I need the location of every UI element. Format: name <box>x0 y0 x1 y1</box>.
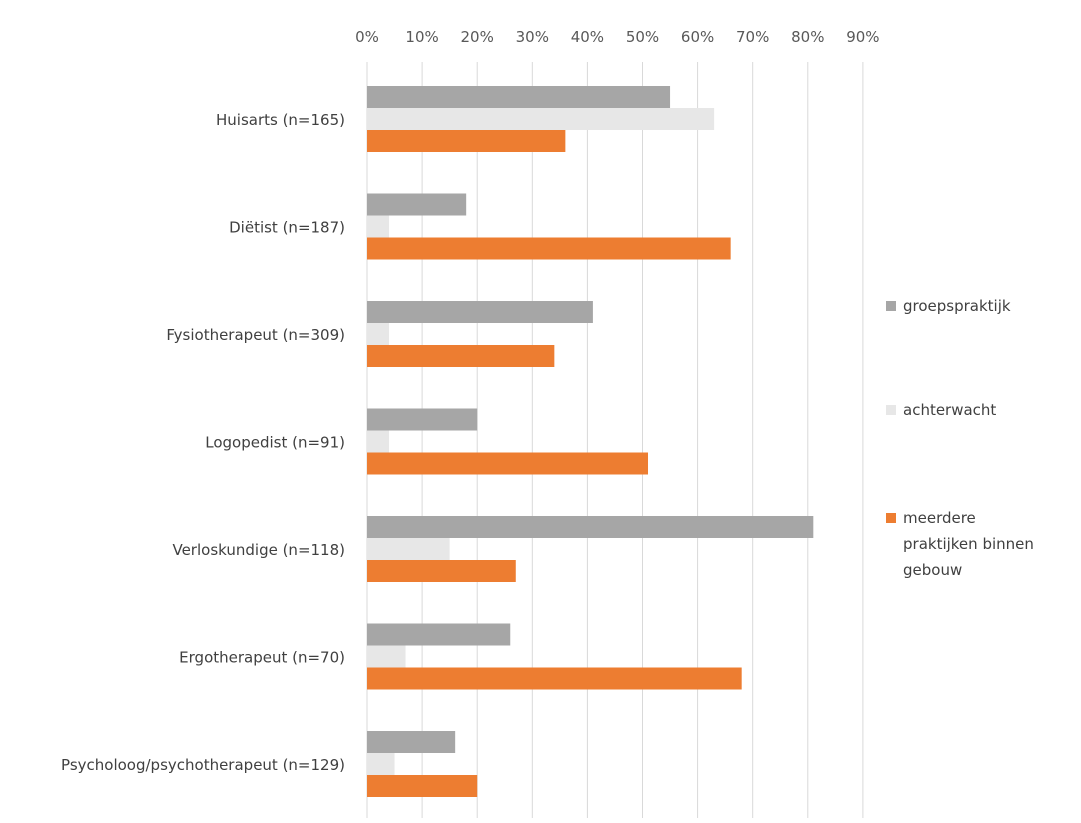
category-label: Verloskundige (n=118) <box>172 541 345 559</box>
x-tick-label: 30% <box>516 28 549 46</box>
bar-groepspraktijk <box>367 301 593 323</box>
bars <box>367 86 814 797</box>
bar-achterwacht <box>367 753 395 775</box>
bar-groepspraktijk <box>367 86 671 108</box>
category-label: Ergotherapeut (n=70) <box>179 649 345 667</box>
bar-meerdere-praktijken-binnen-gebouw <box>367 667 742 690</box>
bar-meerdere-praktijken-binnen-gebouw <box>367 345 555 367</box>
bar-groepspraktijk <box>367 623 511 646</box>
legend-swatch <box>886 301 896 311</box>
bar-achterwacht <box>367 215 390 238</box>
bar-groepspraktijk <box>367 193 467 216</box>
bar-achterwacht <box>367 323 390 345</box>
bar-groepspraktijk <box>367 516 814 538</box>
legend: groepspraktijk achterwacht meerdere praktij… <box>886 297 1034 579</box>
legend-label: groepspraktijk <box>903 297 1011 315</box>
category-label: Fysiotherapeut (n=309) <box>166 326 345 344</box>
bar-achterwacht <box>367 645 406 668</box>
x-tick-label: 20% <box>461 28 494 46</box>
bar-meerdere-praktijken-binnen-gebouw <box>367 560 516 582</box>
x-tick-label: 80% <box>791 28 824 46</box>
bar-meerdere-praktijken-binnen-gebouw <box>367 775 478 797</box>
legend-swatch <box>886 513 896 523</box>
bar-achterwacht <box>367 538 450 560</box>
category-label: Diëtist (n=187) <box>229 219 345 237</box>
gridlines <box>366 62 864 818</box>
category-label: Huisarts (n=165) <box>216 111 345 129</box>
bar-achterwacht <box>367 108 715 130</box>
y-axis-categories: Huisarts (n=165) Diëtist (n=187) Fysiother… <box>61 111 345 774</box>
category-label: Logopedist (n=91) <box>205 434 345 452</box>
bar-achterwacht <box>367 430 390 453</box>
x-tick-label: 10% <box>405 28 438 46</box>
x-tick-label: 70% <box>736 28 769 46</box>
x-tick-label: 90% <box>846 28 879 46</box>
x-axis-ticks: 0% 10% 20% 30% 40% 50% 60% 70% 80% 90% <box>355 28 879 46</box>
x-tick-label: 50% <box>626 28 659 46</box>
bar-meerdere-praktijken-binnen-gebouw <box>367 237 731 260</box>
bar-groepspraktijk <box>367 408 478 431</box>
legend-swatch <box>886 405 896 415</box>
legend-label: praktijken binnen <box>903 535 1034 553</box>
legend-label: achterwacht <box>903 401 996 419</box>
bar-meerdere-praktijken-binnen-gebouw <box>367 130 566 152</box>
legend-label: gebouw <box>903 561 962 579</box>
bar-meerdere-praktijken-binnen-gebouw <box>367 452 649 475</box>
x-tick-label: 60% <box>681 28 714 46</box>
category-label: Psycholoog/psychotherapeut (n=129) <box>61 756 345 774</box>
x-tick-label: 0% <box>355 28 379 46</box>
bar-groepspraktijk <box>367 731 456 753</box>
x-tick-label: 40% <box>571 28 604 46</box>
legend-label: meerdere <box>903 509 976 527</box>
